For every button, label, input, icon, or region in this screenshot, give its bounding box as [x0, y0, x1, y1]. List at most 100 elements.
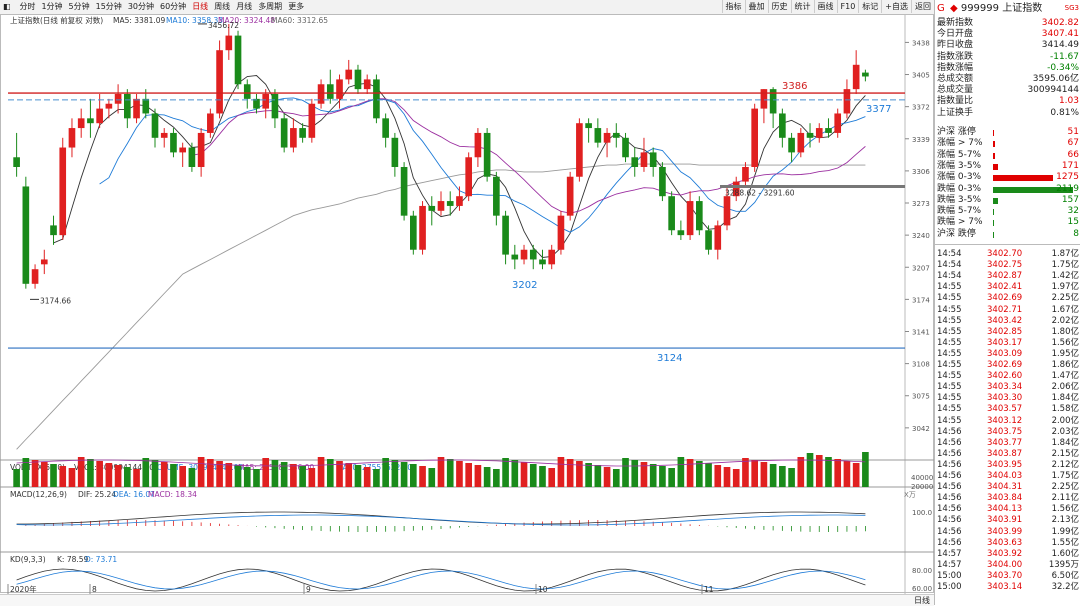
ma20-line	[191, 98, 866, 214]
macd-dif-label: DIF: 25.24	[78, 490, 116, 499]
volume-bar	[622, 458, 629, 487]
candle-body	[253, 98, 260, 109]
period-tab-5[interactable]: 60分钟	[160, 2, 187, 11]
volume-bar	[13, 469, 20, 487]
candle-body	[566, 176, 574, 216]
distribution-row: 涨幅 > 7% 67	[937, 138, 1079, 149]
tick-time: 14:55	[937, 360, 962, 370]
volume-bar	[705, 463, 712, 487]
candle-body	[696, 201, 703, 231]
distribution-row: 涨幅 5-7% 66	[937, 150, 1079, 161]
tick-volume: 1.84亿	[1051, 437, 1079, 448]
tick-time: 14:55	[937, 315, 962, 326]
quote-label: 指数涨跌	[937, 51, 974, 62]
candle-body	[557, 215, 565, 250]
candle-body	[160, 132, 168, 138]
volume-bar	[659, 466, 666, 487]
period-tab-6[interactable]: 日线	[192, 2, 209, 11]
tick-price: 3404.00	[987, 559, 1023, 570]
volume-bar	[317, 457, 325, 487]
distribution-count: 51	[1067, 127, 1079, 137]
period-tab-1[interactable]: 1分钟	[41, 2, 63, 11]
price-axis-label: 3108	[912, 361, 930, 369]
candle-body	[207, 113, 214, 133]
candle-body	[22, 186, 30, 284]
candle-body	[815, 128, 823, 138]
tick-row: 14:55 3402.60 1.47亿	[937, 371, 1079, 382]
tick-volume: 1.97亿	[1051, 282, 1079, 293]
kd-title: KD(9,3,3)	[10, 555, 46, 564]
volume-bar	[769, 464, 777, 487]
candle-body	[216, 50, 223, 114]
tick-row: 14:56 3403.75 2.03亿	[937, 427, 1079, 438]
tool-button-6[interactable]: 标记	[858, 0, 881, 13]
candle-body	[363, 79, 371, 90]
volume-bar	[105, 463, 113, 487]
distribution-label: 涨幅 0-3%	[937, 172, 982, 183]
distribution-label: 涨幅 > 7%	[937, 138, 983, 149]
candle-body	[234, 35, 242, 85]
tick-row: 14:54 3402.75 1.75亿	[937, 260, 1079, 271]
volume-bar	[271, 460, 279, 487]
tick-price: 3403.92	[987, 548, 1023, 559]
tick-time: 14:55	[937, 337, 962, 348]
tick-price: 3403.95	[987, 459, 1023, 470]
candle-body	[197, 132, 205, 167]
period-tab-4[interactable]: 30分钟	[127, 2, 154, 11]
tool-button-0[interactable]: 指标	[721, 0, 745, 13]
macd-value-label: MACD: 18.34	[148, 490, 197, 499]
quote-label: 指数量比	[937, 96, 974, 107]
period-tab-0[interactable]: 分时	[19, 2, 36, 11]
period-tab-2[interactable]: 5分钟	[68, 2, 90, 11]
distribution-count: 32	[1067, 206, 1079, 217]
tool-button-1[interactable]: 叠加	[744, 0, 768, 13]
volume-bar	[566, 459, 574, 487]
candle-body	[456, 196, 463, 206]
volume-bar	[77, 457, 85, 487]
candle-body	[31, 269, 39, 284]
volume-bar	[299, 466, 306, 487]
period-tab-8[interactable]: 月线	[236, 2, 253, 11]
candle-body	[105, 103, 113, 109]
quote-label: 最新指数	[937, 18, 974, 28]
volume-bar	[640, 462, 648, 487]
layout-icon[interactable]: ◧	[3, 2, 11, 11]
candle-body	[87, 118, 94, 124]
candle-body	[124, 94, 131, 119]
tick-price: 3402.87	[987, 271, 1023, 282]
tick-price: 3403.17	[987, 337, 1023, 348]
candle-body	[825, 128, 832, 133]
distribution-label: 涨幅 3-5%	[937, 160, 982, 171]
tick-volume: 1.67亿	[1051, 304, 1079, 315]
quote-value: 300994144	[1027, 85, 1079, 96]
period-tab-9[interactable]: 多周期	[258, 2, 283, 11]
candle-body	[603, 132, 611, 143]
candle-body	[410, 215, 417, 250]
tool-button-3[interactable]: 统计	[790, 0, 814, 13]
tool-button-7[interactable]: +自选	[881, 0, 911, 13]
tick-volume: 1.99亿	[1051, 526, 1079, 537]
candle-body	[437, 201, 445, 211]
period-tab-10[interactable]: 更多	[288, 2, 305, 11]
tool-button-4[interactable]: 画线	[813, 0, 837, 13]
distribution-row: 跌幅 3-5% 157	[937, 195, 1079, 206]
period-label: 日线	[914, 596, 930, 605]
distribution-count: 171	[1061, 160, 1079, 171]
candle-body	[336, 79, 343, 99]
tick-volume: 1.60亿	[1051, 548, 1079, 559]
period-tab-7[interactable]: 周线	[214, 2, 231, 11]
kd-k-line	[16, 568, 866, 592]
tick-price: 3402.60	[987, 371, 1023, 382]
period-tab-3[interactable]: 15分钟	[95, 2, 122, 11]
tool-button-5[interactable]: F10	[836, 0, 859, 13]
volume-bar	[539, 466, 546, 487]
tool-button-8[interactable]: 返回	[911, 0, 934, 13]
tick-price: 3404.31	[987, 482, 1023, 493]
distribution-bar	[993, 209, 994, 216]
kline-chart[interactable]: 上证指数(日线 前复权 对数) MA5: 3381.09 MA10: 3358.33…	[0, 14, 934, 594]
tick-price: 3403.63	[987, 537, 1023, 548]
quote-row: 最新指数 3402.82	[937, 18, 1079, 29]
tick-row: 14:54 3402.87 1.42亿	[937, 271, 1079, 282]
ma5-label: MA5: 3381.09	[113, 16, 166, 25]
tool-button-2[interactable]: 历史	[767, 0, 791, 13]
